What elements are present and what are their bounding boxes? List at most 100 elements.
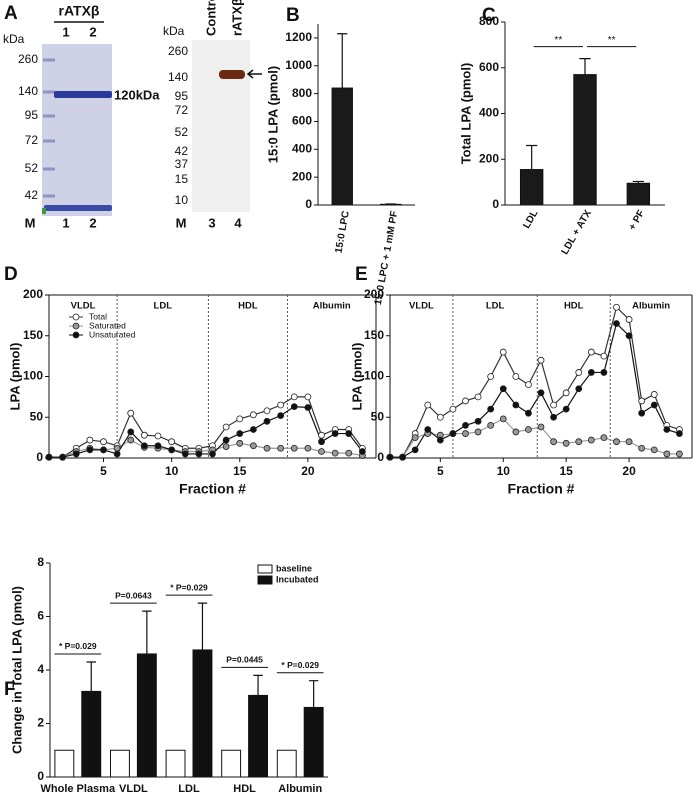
y-tick-label: 800 [292, 86, 312, 100]
bar [276, 749, 297, 778]
region-label: HDL [564, 301, 584, 312]
data-point [222, 423, 230, 431]
data-point [587, 348, 595, 356]
data-point [222, 443, 230, 450]
region-label: Albumin [632, 301, 670, 312]
y-tick-label: 200 [23, 287, 43, 301]
x-tick-label: Albumin [278, 783, 322, 795]
gel-marker: 37 [175, 157, 189, 171]
gel-title: rATXβ [59, 3, 100, 19]
y-tick-label: 1000 [285, 58, 312, 72]
data-point [411, 434, 419, 442]
region-label: VLDL [71, 301, 96, 312]
panel-label: F [4, 679, 16, 700]
y-axis-label: 15:0 LPA (pmol) [265, 66, 280, 164]
x-tick-label: 20 [622, 464, 636, 478]
error-bar [579, 58, 591, 75]
gel-lane: M [176, 215, 187, 230]
y-tick-label: 1200 [285, 30, 312, 44]
data-point [474, 393, 482, 401]
gel-kda: kDa [3, 32, 25, 46]
data-point [263, 407, 271, 415]
x-tick-label: 10 [165, 464, 179, 478]
y-tick-label: 100 [364, 369, 384, 383]
data-point [462, 430, 469, 437]
y-axis-label: LPA (pmol) [349, 343, 364, 411]
bar [248, 694, 269, 778]
panel-label: E [355, 264, 368, 285]
y-axis-label: LPA (pmol) [7, 343, 22, 411]
data-point [575, 438, 583, 446]
data-point [487, 421, 495, 429]
data-point [650, 401, 658, 409]
panel-label: A [4, 3, 18, 24]
data-point [154, 442, 162, 450]
data-point [331, 449, 339, 457]
data-point [411, 446, 419, 454]
data-point [462, 397, 469, 405]
data-point [587, 436, 595, 444]
data-point [140, 442, 148, 450]
data-point [676, 430, 683, 437]
gel-marker: 42 [175, 144, 189, 158]
data-point [638, 444, 646, 452]
data-point [512, 373, 520, 380]
data-point [140, 431, 148, 439]
data-point [575, 385, 583, 393]
data-point [304, 404, 312, 411]
data-point [436, 413, 444, 421]
data-point [386, 453, 394, 461]
region-label: VLDL [409, 301, 434, 312]
annotation: * P=0.029 [170, 582, 208, 592]
y-tick-label: 200 [479, 151, 499, 165]
data-point [550, 413, 557, 421]
gel-marker: 72 [25, 133, 39, 147]
error-bar [197, 602, 208, 650]
x-tick-label: 15 [233, 464, 247, 478]
gel-spot [42, 208, 46, 214]
data-point [562, 439, 570, 447]
x-axis-label: Fraction # [508, 481, 575, 497]
data-point [600, 434, 608, 442]
data-point [195, 450, 203, 458]
legend-label: Total [89, 311, 107, 321]
marker-band [43, 139, 55, 143]
x-axis-label: Fraction # [179, 481, 246, 497]
data-point [512, 428, 520, 436]
gel-marker: 15 [175, 172, 189, 186]
data-point [625, 332, 633, 340]
data-point [249, 426, 257, 433]
gel-front [44, 205, 112, 211]
y-tick-label: 2 [37, 716, 44, 730]
data-point [113, 450, 121, 458]
bar [192, 649, 213, 778]
gel-lane: 2 [89, 215, 96, 230]
data-point [587, 369, 595, 376]
gel-top-lane: 1 [62, 24, 69, 39]
bar [165, 749, 186, 778]
data-point [304, 393, 312, 401]
data-point [358, 448, 366, 455]
data-point [550, 438, 557, 446]
data-point [290, 444, 298, 452]
y-tick-label: 0 [305, 197, 312, 211]
data-point [512, 401, 520, 409]
x-tick-label: 5 [100, 464, 107, 478]
panel-label: B [286, 5, 300, 26]
data-point [345, 430, 353, 437]
y-tick-label: 0 [377, 450, 384, 464]
y-tick-label: 6 [37, 609, 44, 623]
annotation: P=0.0445 [226, 655, 263, 665]
data-point [345, 449, 353, 457]
y-tick-label: 150 [364, 328, 384, 342]
gel-marker: 95 [175, 89, 189, 103]
annotation: * P=0.029 [281, 660, 319, 670]
legend-label: baseline [276, 563, 312, 573]
data-point [663, 426, 671, 433]
error-bar [632, 180, 644, 184]
gel-image [192, 40, 250, 212]
y-tick-label: 8 [37, 555, 44, 569]
data-point [638, 397, 646, 405]
gel-lane: M [25, 215, 36, 230]
data-point [249, 442, 257, 450]
